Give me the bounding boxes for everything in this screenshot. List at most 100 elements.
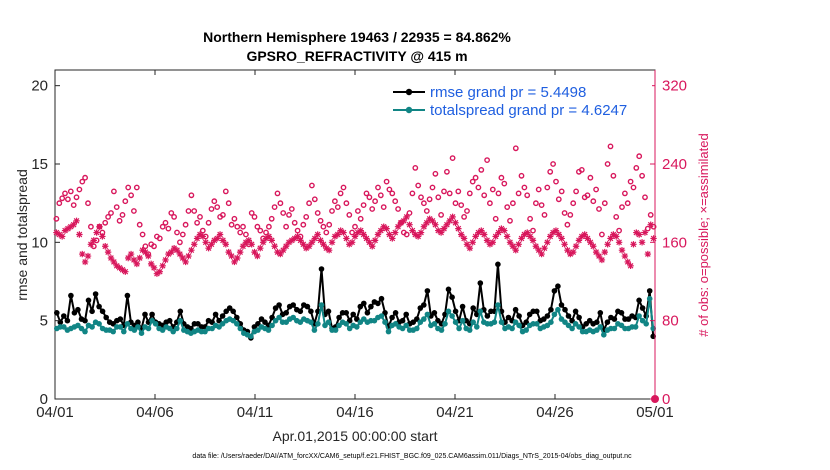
obs-possible-point — [119, 211, 126, 218]
obs-possible-point — [162, 219, 169, 226]
obs-possible-point — [570, 200, 577, 207]
chart-subtitle: GPSRO_REFRACTIVITY @ 415 m — [246, 48, 467, 64]
obs-assimilated-point — [403, 213, 410, 221]
data-point — [424, 288, 431, 294]
data-point — [336, 314, 342, 321]
obs-assimilated-point — [291, 235, 298, 242]
obs-assimilated-point — [590, 243, 597, 250]
obs-possible-point — [593, 186, 599, 193]
series-1 — [54, 295, 656, 340]
obs-possible-point — [596, 206, 602, 212]
data-point — [332, 327, 339, 333]
obs-assimilated-point — [538, 250, 545, 258]
obs-assimilated-point — [147, 260, 155, 268]
obs-possible-point — [604, 161, 611, 167]
obs-possible-point — [286, 211, 292, 218]
obs-assimilated-point — [569, 248, 577, 256]
obs-possible-point — [530, 227, 536, 234]
obs-possible-point — [512, 145, 519, 152]
data-point — [477, 308, 484, 315]
obs-assimilated-point — [423, 219, 430, 226]
obs-possible-point — [105, 213, 112, 220]
obs-possible-point — [111, 188, 117, 195]
obs-assimilated-point — [56, 231, 63, 238]
obs-possible-point — [231, 215, 238, 222]
obs-assimilated-point — [119, 266, 126, 273]
obs-assimilated-point — [515, 241, 522, 248]
obs-assimilated-point — [647, 221, 654, 228]
obs-assimilated-point — [564, 246, 571, 254]
obs-possible-point — [441, 188, 447, 195]
obs-assimilated-point — [328, 239, 336, 246]
obs-assimilated-point — [159, 262, 166, 270]
data-point — [297, 308, 304, 315]
obs-assimilated-point — [351, 233, 359, 240]
obs-assimilated-point — [84, 252, 92, 260]
obs-assimilated-point — [225, 248, 232, 256]
obs-possible-point — [360, 202, 367, 209]
obs-possible-point — [136, 221, 143, 228]
obs-assimilated-point — [104, 248, 112, 256]
data-point — [565, 313, 572, 319]
data-point — [449, 294, 455, 301]
obs-possible-point — [584, 192, 591, 199]
obs-assimilated-point — [483, 237, 491, 244]
data-point — [135, 324, 141, 330]
obs-possible-point — [194, 219, 201, 226]
obs-assimilated-point — [601, 248, 608, 256]
data-point — [452, 319, 459, 326]
data-point — [646, 288, 653, 294]
data-point — [562, 306, 568, 313]
obs-possible-point — [191, 208, 198, 214]
obs-possible-point — [429, 184, 436, 191]
obs-possible-point — [386, 186, 393, 193]
obs-possible-point — [263, 229, 269, 236]
data-point — [92, 291, 99, 297]
obs-assimilated-point — [64, 225, 72, 232]
obs-possible-point — [472, 174, 479, 181]
data-point — [343, 310, 350, 316]
data-point — [597, 310, 604, 316]
data-point — [459, 317, 466, 324]
obs-possible-point — [619, 204, 625, 211]
data-point — [311, 327, 318, 333]
obs-possible-point — [317, 217, 324, 224]
data-point — [431, 310, 438, 316]
axes-layer: 04/01 04/06 04/11 04/16 04/21 04/26 05/0105101… — [31, 70, 687, 421]
data-point — [138, 330, 145, 337]
obs-possible-point — [240, 223, 246, 230]
obs-assimilated-point — [630, 241, 637, 248]
obs-assimilated-point — [228, 252, 235, 260]
obs-possible-point — [469, 178, 476, 185]
obs-assimilated-point — [486, 241, 494, 248]
data-point — [569, 325, 575, 332]
obs-assimilated-point — [369, 243, 376, 250]
obs-assimilated-point — [320, 241, 327, 248]
obs-possible-point — [432, 170, 439, 177]
obs-possible-point — [561, 210, 568, 216]
data-point — [555, 306, 561, 313]
obs-assimilated-point — [179, 254, 186, 262]
obs-assimilated-point — [142, 248, 149, 256]
obs-assimilated-point — [455, 225, 462, 232]
data-point — [89, 324, 95, 330]
obs-possible-point — [590, 198, 597, 205]
obs-assimilated-point — [414, 233, 422, 240]
obs-possible-point — [627, 178, 634, 185]
data-point — [414, 325, 420, 332]
obs-assimilated-point — [300, 241, 307, 248]
data-point — [152, 321, 159, 327]
obs-assimilated-point — [544, 239, 551, 246]
y2-tick-label: 0 — [662, 391, 670, 408]
obs-assimilated-point — [598, 256, 606, 264]
y-axis-label: rmse and totalspread — [14, 169, 30, 301]
obs-assimilated-point — [170, 245, 178, 252]
obs-possible-point — [340, 184, 347, 191]
obs-assimilated-point — [547, 233, 554, 240]
obs-assimilated-point — [374, 231, 382, 238]
obs-possible-point — [558, 188, 565, 195]
data-point — [558, 302, 565, 308]
data-point — [276, 302, 282, 308]
data-point — [61, 313, 67, 319]
obs-possible-point — [53, 215, 60, 222]
